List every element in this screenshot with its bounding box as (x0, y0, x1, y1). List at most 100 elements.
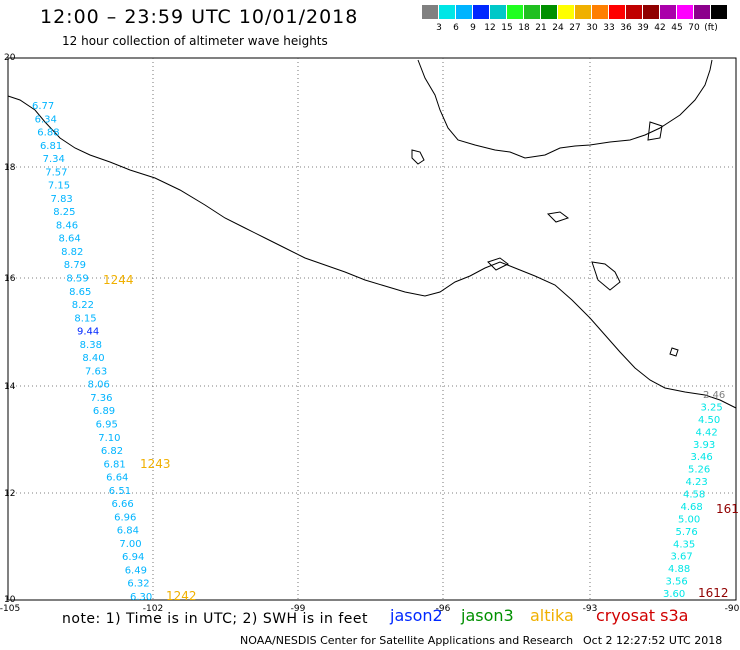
wave-height-value: 7.63 (85, 366, 107, 377)
wave-height-value: 6.95 (96, 419, 118, 430)
pass-time-label: 1612 (698, 586, 729, 600)
legend-swatch (422, 5, 438, 19)
wave-height-value: 8.59 (66, 274, 88, 285)
wave-height-value: 6.94 (122, 552, 144, 563)
legend-swatch (558, 5, 574, 19)
pass-time-labels: 1244 1243 1242 161 1612 (103, 273, 739, 603)
legend-label: 36 (620, 23, 632, 33)
lat-tick-label: 16 (4, 274, 16, 284)
wave-height-value: 3.56 (666, 577, 688, 588)
legend-label: 45 (671, 23, 683, 33)
legend-swatch (541, 5, 557, 19)
wave-height-value: 8.15 (74, 313, 96, 324)
wave-height-value: 6.51 (109, 486, 131, 497)
wave-height-value: 7.15 (48, 181, 70, 192)
legend-swatch (507, 5, 523, 19)
legend-swatch (456, 5, 472, 19)
legend-label: 39 (637, 23, 649, 33)
wave-height-value: 6.64 (106, 473, 128, 484)
coastline-gulf (417, 59, 713, 159)
wave-height-value: 4.23 (686, 477, 708, 488)
legend-label: 33 (603, 23, 615, 33)
legend-label: 27 (569, 23, 581, 33)
wave-height-value: 8.40 (82, 353, 104, 364)
graticule (8, 58, 736, 600)
wave-height-value: 6.77 (32, 101, 54, 112)
map-subtitle: 12 hour collection of altimeter wave hei… (62, 34, 328, 48)
wave-height-value: 4.88 (668, 564, 690, 575)
wave-height-value: 7.83 (51, 194, 73, 205)
wave-height-value: 7.36 (90, 393, 112, 404)
legend-label: 21 (535, 23, 547, 33)
wave-height-value: 6.66 (111, 499, 133, 510)
legend-label: 30 (586, 23, 598, 33)
legend-label: 3 (436, 23, 442, 33)
lat-tick-label: 12 (4, 489, 15, 499)
legend-swatch (524, 5, 540, 19)
legend-label: 24 (552, 23, 564, 33)
map-title: 12:00 – 23:59 UTC 10/01/2018 (40, 6, 359, 28)
legend-swatch (592, 5, 608, 19)
wave-height-value: 4.68 (681, 502, 703, 513)
wave-height-points: 6.77 6.34 6.88 6.81 7.34 7.57 7.15 7.83 8.25 8.46… (32, 101, 725, 603)
wave-height-value: 7.34 (43, 154, 65, 165)
legend-label: 12 (484, 23, 496, 33)
pass-time-label: 1243 (140, 457, 171, 471)
wave-height-value: 8.22 (72, 300, 94, 311)
legend-swatch (643, 5, 659, 19)
wave-height-value: 4.58 (683, 490, 705, 501)
wave-height-value: 6.32 (127, 579, 149, 590)
lat-tick-label: 18 (4, 163, 16, 173)
note-text: note: 1) Time is in UTC; 2) SWH is in fe… (62, 611, 369, 627)
lon-tick-label: -102 (143, 604, 163, 614)
lat-tick-label: 14 (4, 382, 16, 392)
legend-swatch (490, 5, 506, 19)
wave-height-value: 6.88 (37, 128, 59, 139)
axis-ticks: -105 -102 -99 -96 -93 -90 20 18 16 14 12 10 (0, 53, 740, 614)
wave-height-value: 6.81 (104, 459, 126, 470)
map-frame (7, 57, 737, 601)
wave-height-value: 9.44 (77, 327, 99, 338)
pass-time-label: 1244 (103, 273, 134, 287)
wave-height-value: 4.42 (696, 427, 718, 438)
satellite-0-label: jason2 (390, 606, 443, 625)
lon-tick-label: -93 (583, 604, 598, 614)
pass-time-label: 161 (716, 502, 739, 516)
wave-height-value: 6.81 (40, 141, 62, 152)
wave-height-value: 6.96 (114, 512, 136, 523)
lat-tick-label: 10 (4, 595, 16, 605)
coastline (7, 95, 737, 409)
legend-label: 18 (518, 23, 530, 33)
lon-tick-label: -105 (0, 604, 20, 614)
lon-tick-label: -96 (436, 604, 451, 614)
wave-height-value: 8.46 (56, 220, 78, 231)
satellite-1-label: jason3 (461, 606, 514, 625)
wave-height-value: 5.26 (688, 465, 710, 476)
satellite-2-label: altika (530, 606, 574, 625)
satellite-3-label: cryosat s3a (596, 606, 689, 625)
wave-height-value: 8.79 (64, 260, 86, 271)
wave-height-value: 4.50 (698, 415, 720, 426)
lon-tick-label: -90 (725, 604, 740, 614)
credit-text: NOAA/NESDIS Center for Satellite Applica… (240, 634, 574, 647)
wave-height-value: 3.25 (701, 402, 723, 413)
wave-height-value: 6.89 (93, 406, 115, 417)
wave-height-value: 8.25 (53, 207, 75, 218)
lon-tick-label: -99 (291, 604, 306, 614)
credit-timestamp: Oct 2 12:27:52 UTC 2018 (583, 634, 723, 647)
legend-swatch (626, 5, 642, 19)
lat-tick-label: 20 (4, 53, 16, 63)
pass-time-label: 1242 (166, 589, 197, 603)
wave-height-value: 6.49 (125, 565, 147, 576)
wave-height-value: 3.93 (693, 440, 715, 451)
wave-height-value: 7.57 (45, 167, 67, 178)
islands (411, 121, 679, 357)
wave-height-value: 8.38 (80, 340, 102, 351)
legend-label: 70 (688, 23, 700, 33)
legend-label: 42 (654, 23, 666, 33)
legend-swatch (609, 5, 625, 19)
wave-height-value: 3.67 (671, 552, 693, 563)
wave-height-value: 3.60 (663, 589, 685, 600)
wave-height-value: 4.35 (673, 539, 695, 550)
